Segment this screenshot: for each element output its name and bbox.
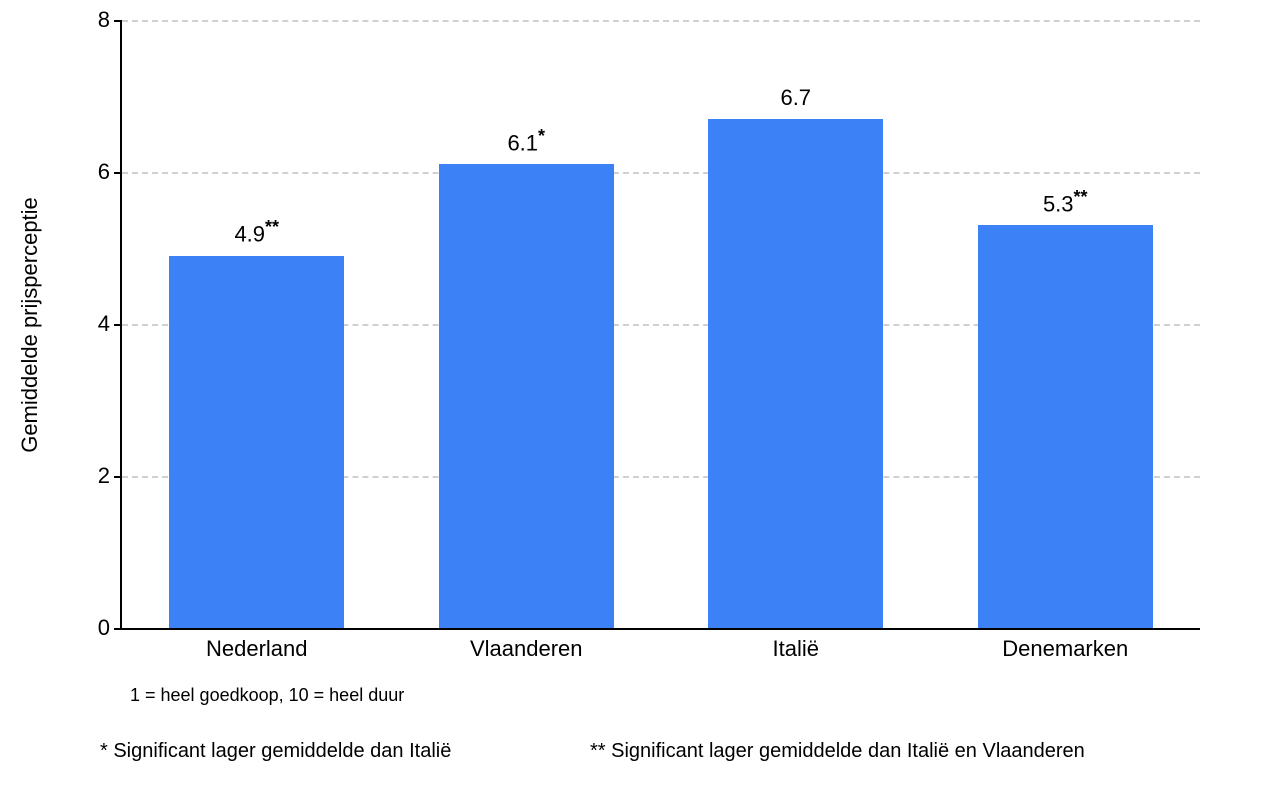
y-tick-label: 4 bbox=[98, 311, 110, 337]
grid-line bbox=[122, 20, 1200, 22]
x-tick-label: Vlaanderen bbox=[470, 636, 583, 662]
scale-footnote: 1 = heel goedkoop, 10 = heel duur bbox=[130, 685, 404, 706]
footnote-single-asterisk: * Significant lager gemiddelde dan Itali… bbox=[100, 740, 451, 763]
plot-area: 024684.9**Nederland6.1*Vlaanderen6.7Ital… bbox=[120, 20, 1200, 630]
x-tick-label: Nederland bbox=[206, 636, 308, 662]
y-tick-label: 8 bbox=[98, 7, 110, 33]
y-tick-label: 6 bbox=[98, 159, 110, 185]
y-tick-mark bbox=[114, 628, 122, 630]
y-tick-mark bbox=[114, 324, 122, 326]
x-tick-label: Denemarken bbox=[1002, 636, 1128, 662]
chart-container: Gemiddelde prijsperceptie 024684.9**Nede… bbox=[0, 0, 1265, 801]
y-tick-mark bbox=[114, 476, 122, 478]
y-tick-mark bbox=[114, 20, 122, 22]
bar-value-label: 5.3** bbox=[1043, 187, 1088, 217]
significance-marker: ** bbox=[265, 217, 279, 237]
bar bbox=[978, 225, 1153, 628]
bar bbox=[169, 256, 344, 628]
bar-value-label: 6.1* bbox=[507, 126, 545, 156]
significance-marker: * bbox=[538, 126, 545, 146]
footnote-double-asterisk: ** Significant lager gemiddelde dan Ital… bbox=[590, 740, 1085, 763]
y-axis-title: Gemiddelde prijsperceptie bbox=[17, 197, 43, 453]
y-tick-label: 2 bbox=[98, 463, 110, 489]
x-tick-label: Italië bbox=[773, 636, 819, 662]
bar-value-label: 6.7 bbox=[780, 85, 811, 111]
bar-value-label: 4.9** bbox=[234, 217, 279, 247]
y-tick-label: 0 bbox=[98, 615, 110, 641]
bar bbox=[439, 164, 614, 628]
grid-line bbox=[122, 172, 1200, 174]
significance-marker: ** bbox=[1074, 187, 1088, 207]
bar bbox=[708, 119, 883, 628]
y-tick-mark bbox=[114, 172, 122, 174]
